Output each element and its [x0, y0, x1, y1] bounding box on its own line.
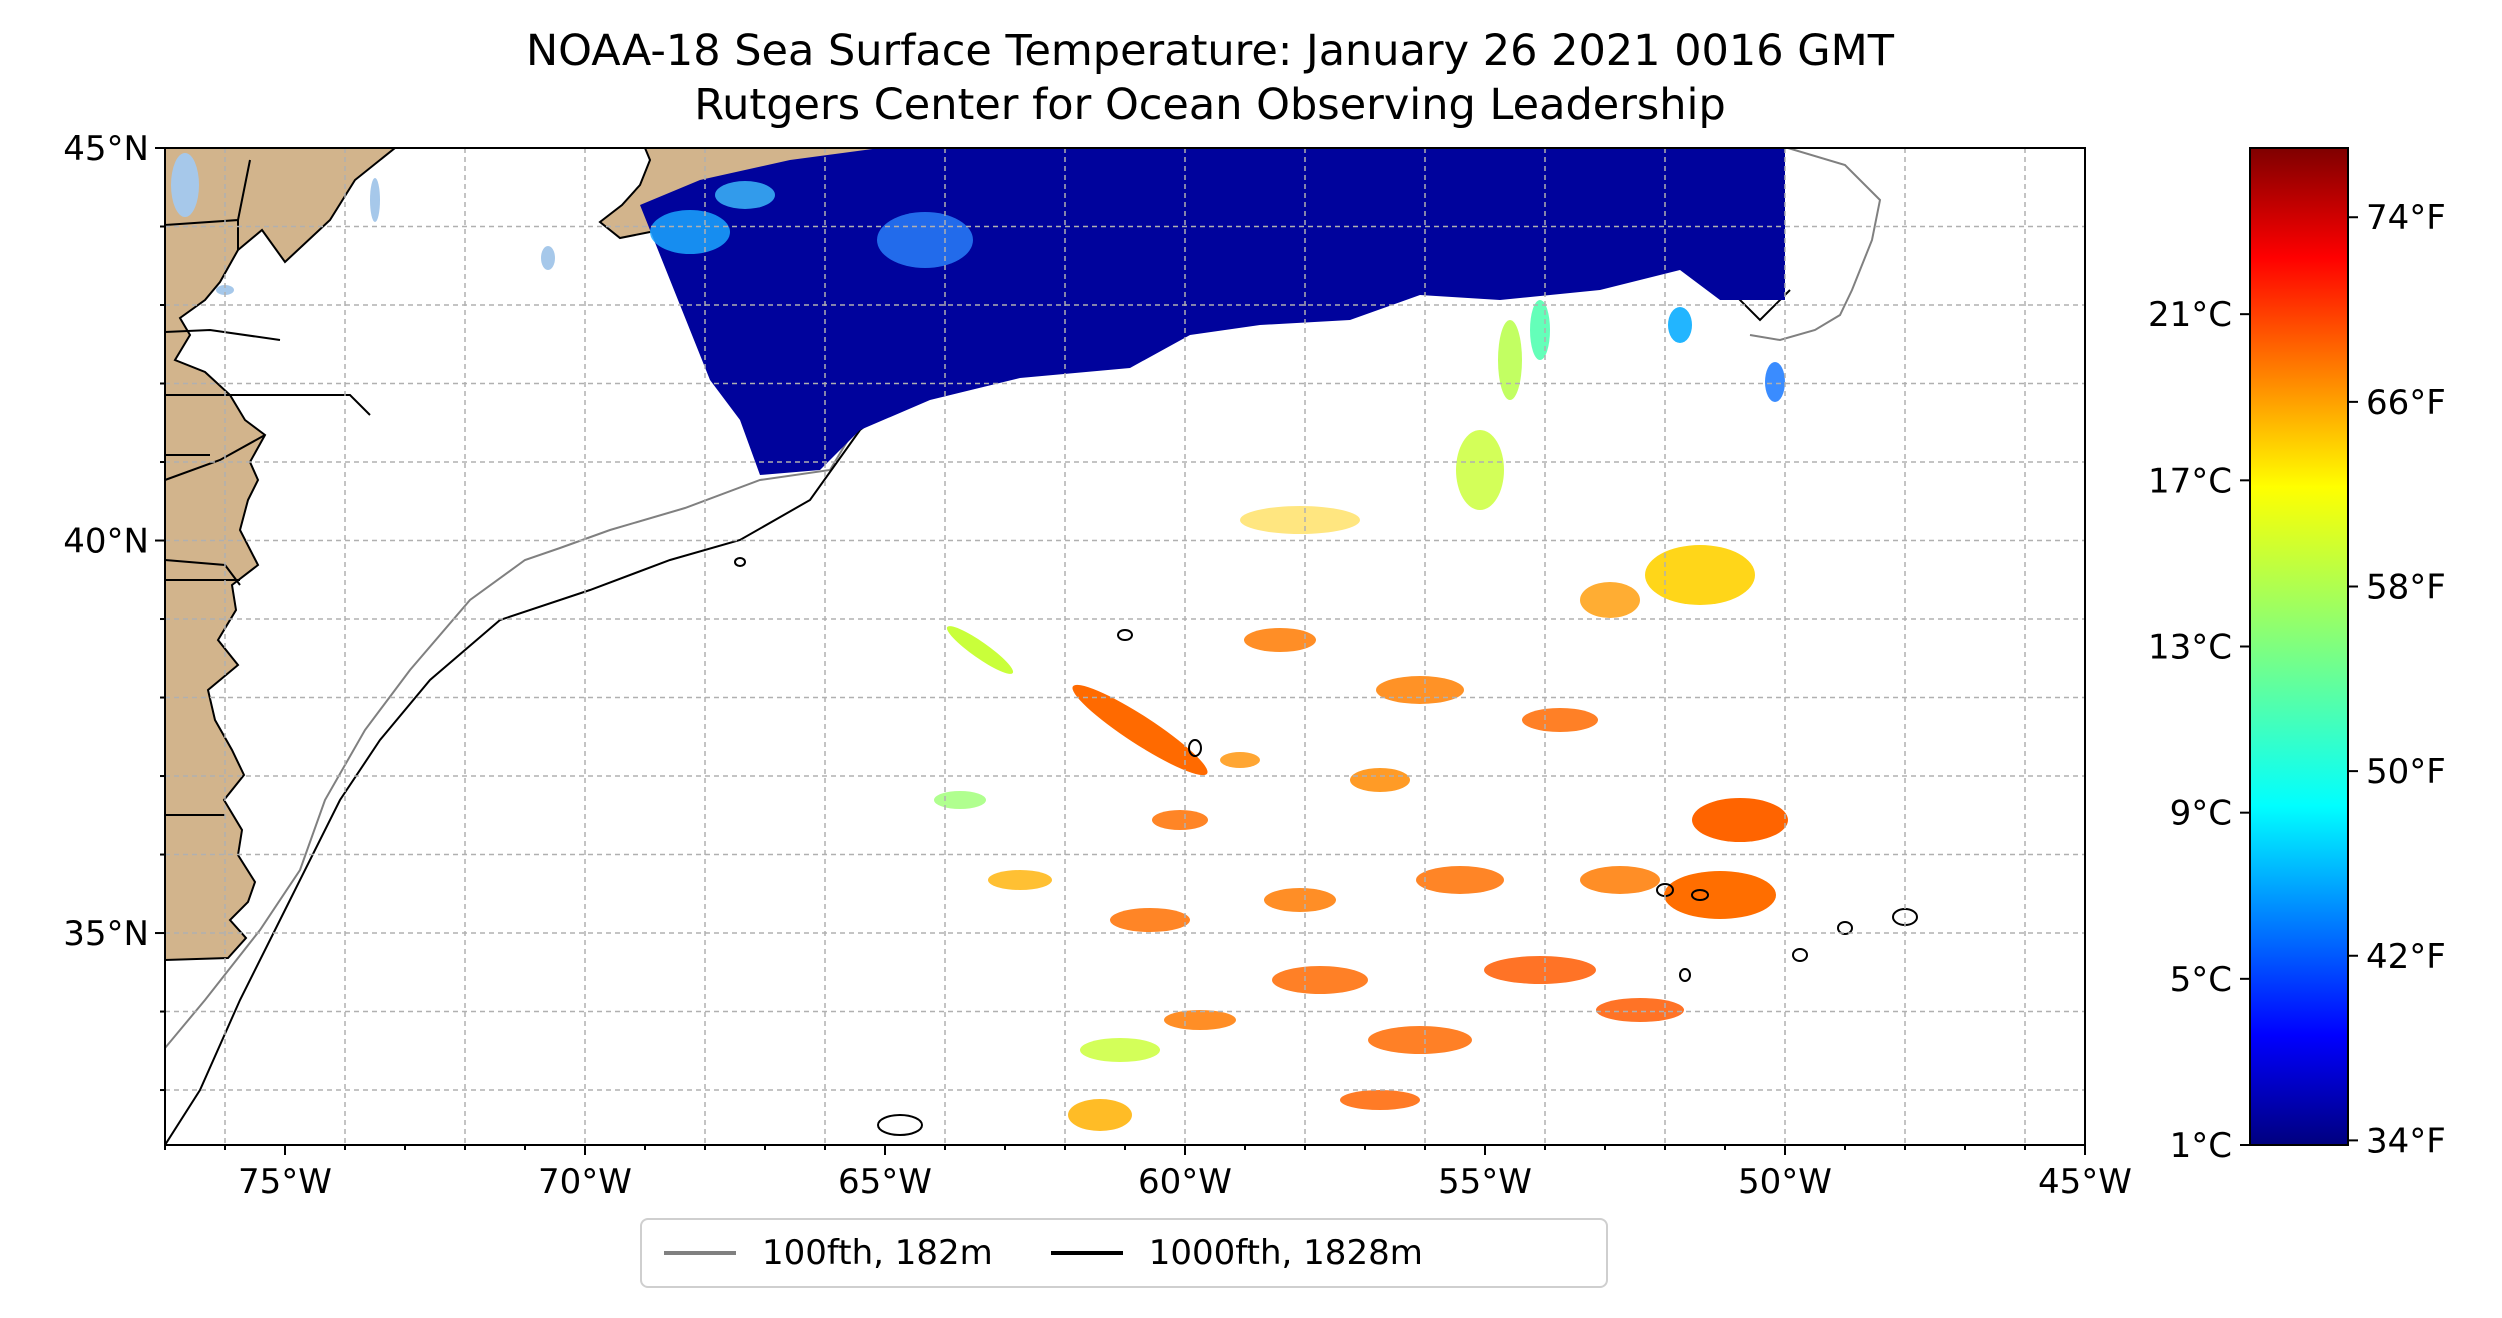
map-title: NOAA-18 Sea Surface Temperature: January…	[165, 24, 2255, 132]
fahrenheit-tick-label: 74°F	[2366, 198, 2446, 238]
fahrenheit-tick-label: 58°F	[2366, 567, 2446, 607]
lat-tick-label: 35°N	[63, 914, 149, 954]
lon-tick-label: 50°W	[1738, 1162, 1832, 1202]
sst-cold-band	[640, 148, 1785, 475]
colorbar-celsius-labels: 1°C 5°C 9°C 13°C 17°C 21°C	[2148, 295, 2232, 1166]
colorbar-ticks	[2240, 216, 2358, 1146]
sst-cold-patches	[650, 181, 1785, 402]
celsius-tick-label: 17°C	[2148, 461, 2232, 501]
lon-tick-label: 65°W	[838, 1162, 932, 1202]
celsius-tick-label: 9°C	[2170, 794, 2232, 834]
celsius-tick-label: 21°C	[2148, 295, 2232, 335]
longitude-labels: 75°W 70°W 65°W 60°W 55°W 50°W 45°W	[238, 1162, 2132, 1202]
legend-label-1000fth: 1000fth, 1828m	[1148, 1233, 1423, 1273]
lat-tick-label: 45°N	[63, 129, 149, 169]
legend-entry-100fth: 100fth, 182m	[664, 1233, 993, 1273]
legend: 100fth, 182m 1000fth, 1828m	[640, 1218, 1608, 1288]
sst-warm-patches	[934, 430, 1788, 1131]
lat-tick-label: 40°N	[63, 522, 149, 562]
lon-tick-label: 75°W	[238, 1162, 332, 1202]
map-plot-area	[165, 148, 1918, 1145]
celsius-tick-label: 1°C	[2170, 1126, 2232, 1166]
lakes	[171, 153, 555, 295]
colorbar	[2249, 147, 2349, 1146]
us-land-mass	[165, 148, 397, 962]
legend-line-gray	[664, 1251, 736, 1255]
axis-ticks	[155, 147, 2086, 1155]
celsius-tick-label: 13°C	[2148, 628, 2232, 668]
state-borders	[165, 159, 371, 816]
gridlines	[165, 148, 2085, 1145]
newfoundland-coast	[1749, 148, 1882, 342]
lon-tick-label: 45°W	[2038, 1162, 2132, 1202]
celsius-tick-label: 5°C	[2170, 960, 2232, 1000]
fahrenheit-tick-label: 34°F	[2366, 1121, 2446, 1161]
lon-tick-label: 70°W	[538, 1162, 632, 1202]
fahrenheit-tick-label: 42°F	[2366, 937, 2446, 977]
lon-tick-label: 55°W	[1438, 1162, 1532, 1202]
legend-entry-1000fth: 1000fth, 1828m	[1050, 1233, 1423, 1273]
seamount-contours	[734, 557, 1918, 1136]
lon-tick-label: 60°W	[1138, 1162, 1232, 1202]
legend-label-100fth: 100fth, 182m	[762, 1233, 993, 1273]
latitude-labels: 35°N 40°N 45°N	[63, 129, 149, 954]
legend-line-black	[1050, 1251, 1123, 1255]
map-title-line-1: NOAA-18 Sea Surface Temperature: January…	[526, 26, 1894, 76]
fahrenheit-tick-label: 66°F	[2366, 383, 2446, 423]
colorbar-fahrenheit-labels: 34°F 42°F 50°F 58°F 66°F 74°F	[2366, 198, 2446, 1161]
map-title-line-2: Rutgers Center for Ocean Observing Leade…	[694, 80, 1726, 130]
fahrenheit-tick-label: 50°F	[2366, 752, 2446, 792]
